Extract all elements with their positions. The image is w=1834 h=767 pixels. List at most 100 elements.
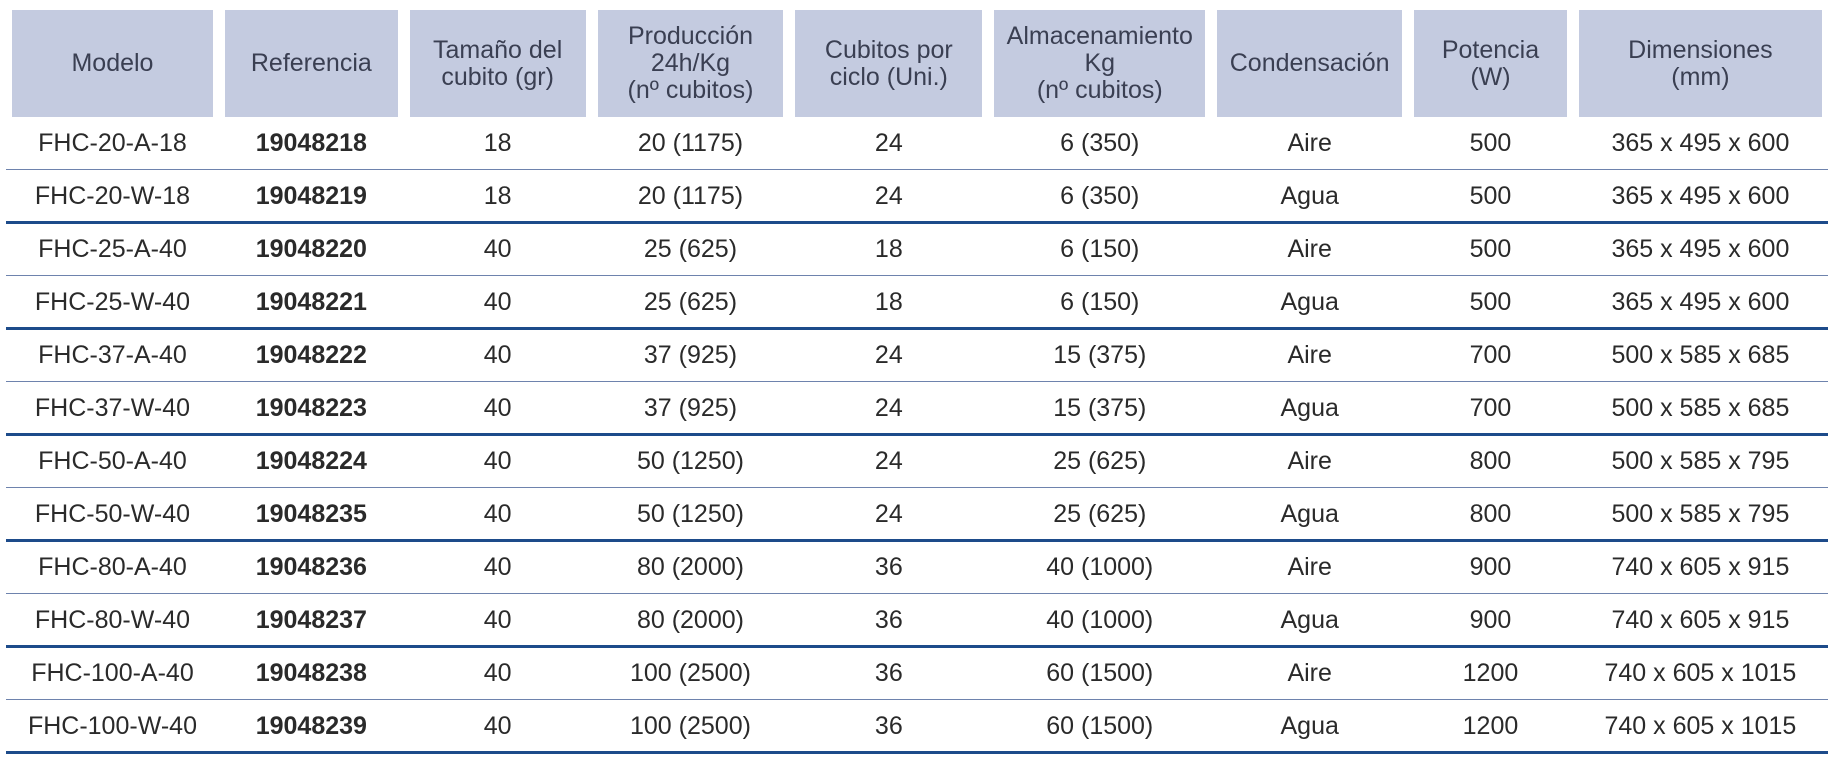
cell-potencia: 500 — [1469, 129, 1512, 157]
cell-almacenamiento: 60 (1500) — [1046, 659, 1154, 687]
cell-cubitos-ciclo: 24 — [874, 182, 903, 210]
cell-referencia: 19048221 — [255, 288, 367, 316]
group-divider-line — [6, 433, 1828, 436]
cell-almacenamiento: 25 (625) — [1053, 447, 1147, 475]
cell-cubitos-ciclo: 24 — [874, 447, 903, 475]
cell-produccion: 20 (1175) — [637, 129, 744, 157]
table-row: FHC-20-W-18 19048219 18 20 (1175) 24 6 (350) A… — [12, 170, 1822, 223]
cell-dimensiones: 365 x 495 x 600 — [1611, 129, 1790, 157]
cell-produccion: 25 (625) — [643, 288, 738, 316]
cell-modelo: FHC-50-A-40 — [38, 447, 187, 475]
group-divider-line — [6, 539, 1828, 542]
cell-dimensiones: 500 x 585 x 685 — [1611, 341, 1790, 369]
cell-referencia: 19048219 — [255, 182, 367, 210]
cell-referencia: 19048224 — [255, 447, 367, 475]
cell-tamano: 18 — [483, 182, 512, 210]
cell-cubitos-ciclo: 36 — [874, 712, 903, 740]
cell-referencia: 19048223 — [255, 394, 367, 422]
table-row: FHC-100-W-40 19048239 40 100 (2500) 36 60 (15… — [12, 700, 1822, 753]
cell-produccion: 37 (925) — [643, 394, 738, 422]
cell-modelo: FHC-25-W-40 — [34, 288, 191, 316]
header-produccion: Producción 24h/Kg (nº cubitos) — [597, 10, 784, 117]
cell-almacenamiento: 6 (150) — [1060, 288, 1140, 316]
cell-potencia: 900 — [1469, 553, 1512, 581]
cell-referencia: 19048237 — [255, 606, 367, 634]
ice-machine-spec-table: Modelo Referencia Tamaño del cubito (gr)… — [0, 10, 1834, 753]
header-modelo: Modelo — [12, 10, 213, 117]
cell-potencia: 700 — [1469, 394, 1512, 422]
cell-produccion: 20 (1175) — [637, 182, 744, 210]
cell-potencia: 1200 — [1462, 712, 1519, 740]
cell-condensacion: Agua — [1280, 500, 1339, 528]
cell-tamano: 40 — [483, 447, 512, 475]
cell-tamano: 40 — [483, 394, 512, 422]
cell-cubitos-ciclo: 24 — [874, 500, 903, 528]
cell-modelo: FHC-25-A-40 — [38, 235, 187, 263]
cell-dimensiones: 500 x 585 x 685 — [1611, 394, 1790, 422]
header-row: Modelo Referencia Tamaño del cubito (gr)… — [12, 10, 1822, 117]
cell-modelo: FHC-37-W-40 — [34, 394, 191, 422]
cell-condensacion: Agua — [1280, 182, 1339, 210]
cell-cubitos-ciclo: 24 — [874, 394, 903, 422]
cell-potencia: 900 — [1469, 606, 1512, 634]
group-divider-line — [6, 645, 1828, 648]
cell-potencia: 700 — [1469, 341, 1512, 369]
cell-referencia: 19048218 — [255, 129, 367, 157]
cell-potencia: 1200 — [1462, 659, 1519, 687]
cell-tamano: 18 — [483, 129, 512, 157]
cell-modelo: FHC-20-A-18 — [38, 129, 187, 157]
cell-almacenamiento: 60 (1500) — [1046, 712, 1154, 740]
header-referencia: Referencia — [224, 10, 398, 117]
cell-produccion: 50 (1250) — [636, 500, 744, 528]
cell-produccion: 25 (625) — [643, 235, 738, 263]
group-divider-line — [6, 221, 1828, 224]
cell-cubitos-ciclo: 36 — [874, 553, 903, 581]
table-row: FHC-25-W-40 19048221 40 25 (625) 18 6 (150) Ag… — [12, 276, 1822, 329]
cell-condensacion: Aire — [1287, 129, 1332, 157]
table-row: FHC-50-A-40 19048224 40 50 (1250) 24 25 (625)… — [12, 435, 1822, 488]
table-row: FHC-100-A-40 19048238 40 100 (2500) 36 60 (15… — [12, 647, 1822, 700]
cell-almacenamiento: 6 (150) — [1060, 235, 1140, 263]
table-row: FHC-37-A-40 19048222 40 37 (925) 24 15 (375) A… — [12, 329, 1822, 382]
cell-potencia: 500 — [1469, 235, 1512, 263]
cell-dimensiones: 740 x 605 x 915 — [1611, 606, 1790, 634]
cell-cubitos-ciclo: 36 — [874, 659, 903, 687]
cell-potencia: 500 — [1469, 288, 1512, 316]
header-dimensiones: Dimensiones (mm) — [1578, 10, 1822, 117]
cell-produccion: 50 (1250) — [636, 447, 744, 475]
cell-tamano: 40 — [483, 659, 512, 687]
cell-cubitos-ciclo: 18 — [874, 288, 903, 316]
cell-produccion: 80 (2000) — [636, 606, 744, 634]
cell-dimensiones: 500 x 585 x 795 — [1611, 500, 1790, 528]
row-divider-line — [6, 275, 1828, 276]
cell-dimensiones: 500 x 585 x 795 — [1611, 447, 1790, 475]
cell-almacenamiento: 25 (625) — [1053, 500, 1147, 528]
cell-dimensiones: 365 x 495 x 600 — [1611, 235, 1790, 263]
cell-modelo: FHC-20-W-18 — [34, 182, 191, 210]
cell-produccion: 100 (2500) — [630, 712, 751, 740]
cell-condensacion: Aire — [1287, 341, 1332, 369]
table-row: FHC-80-A-40 19048236 40 80 (2000) 36 40 (1000… — [12, 541, 1822, 594]
cell-condensacion: Agua — [1280, 712, 1339, 740]
cell-tamano: 40 — [483, 606, 512, 634]
cell-tamano: 40 — [483, 500, 512, 528]
row-divider-line — [6, 699, 1828, 700]
cell-referencia: 19048239 — [255, 712, 367, 740]
header-condensacion: Condensación — [1217, 10, 1403, 117]
table-row: FHC-50-W-40 19048235 40 50 (1250) 24 25 (625)… — [12, 488, 1822, 541]
header-almacenamiento: Almacenamiento Kg (nº cubitos) — [994, 10, 1206, 117]
cell-tamano: 40 — [483, 341, 512, 369]
cell-almacenamiento: 15 (375) — [1053, 341, 1147, 369]
cell-dimensiones: 365 x 495 x 600 — [1611, 288, 1790, 316]
cell-dimensiones: 740 x 605 x 1015 — [1604, 712, 1797, 740]
table-row: FHC-37-W-40 19048223 40 37 (925) 24 15 (375) A… — [12, 382, 1822, 435]
cell-almacenamiento: 40 (1000) — [1046, 553, 1154, 581]
cell-almacenamiento: 6 (350) — [1060, 182, 1140, 210]
cell-dimensiones: 740 x 605 x 915 — [1611, 553, 1790, 581]
cell-potencia: 800 — [1469, 500, 1512, 528]
cell-almacenamiento: 15 (375) — [1053, 394, 1147, 422]
cell-condensacion: Aire — [1287, 235, 1332, 263]
cell-referencia: 19048236 — [255, 553, 367, 581]
cell-tamano: 40 — [483, 712, 512, 740]
